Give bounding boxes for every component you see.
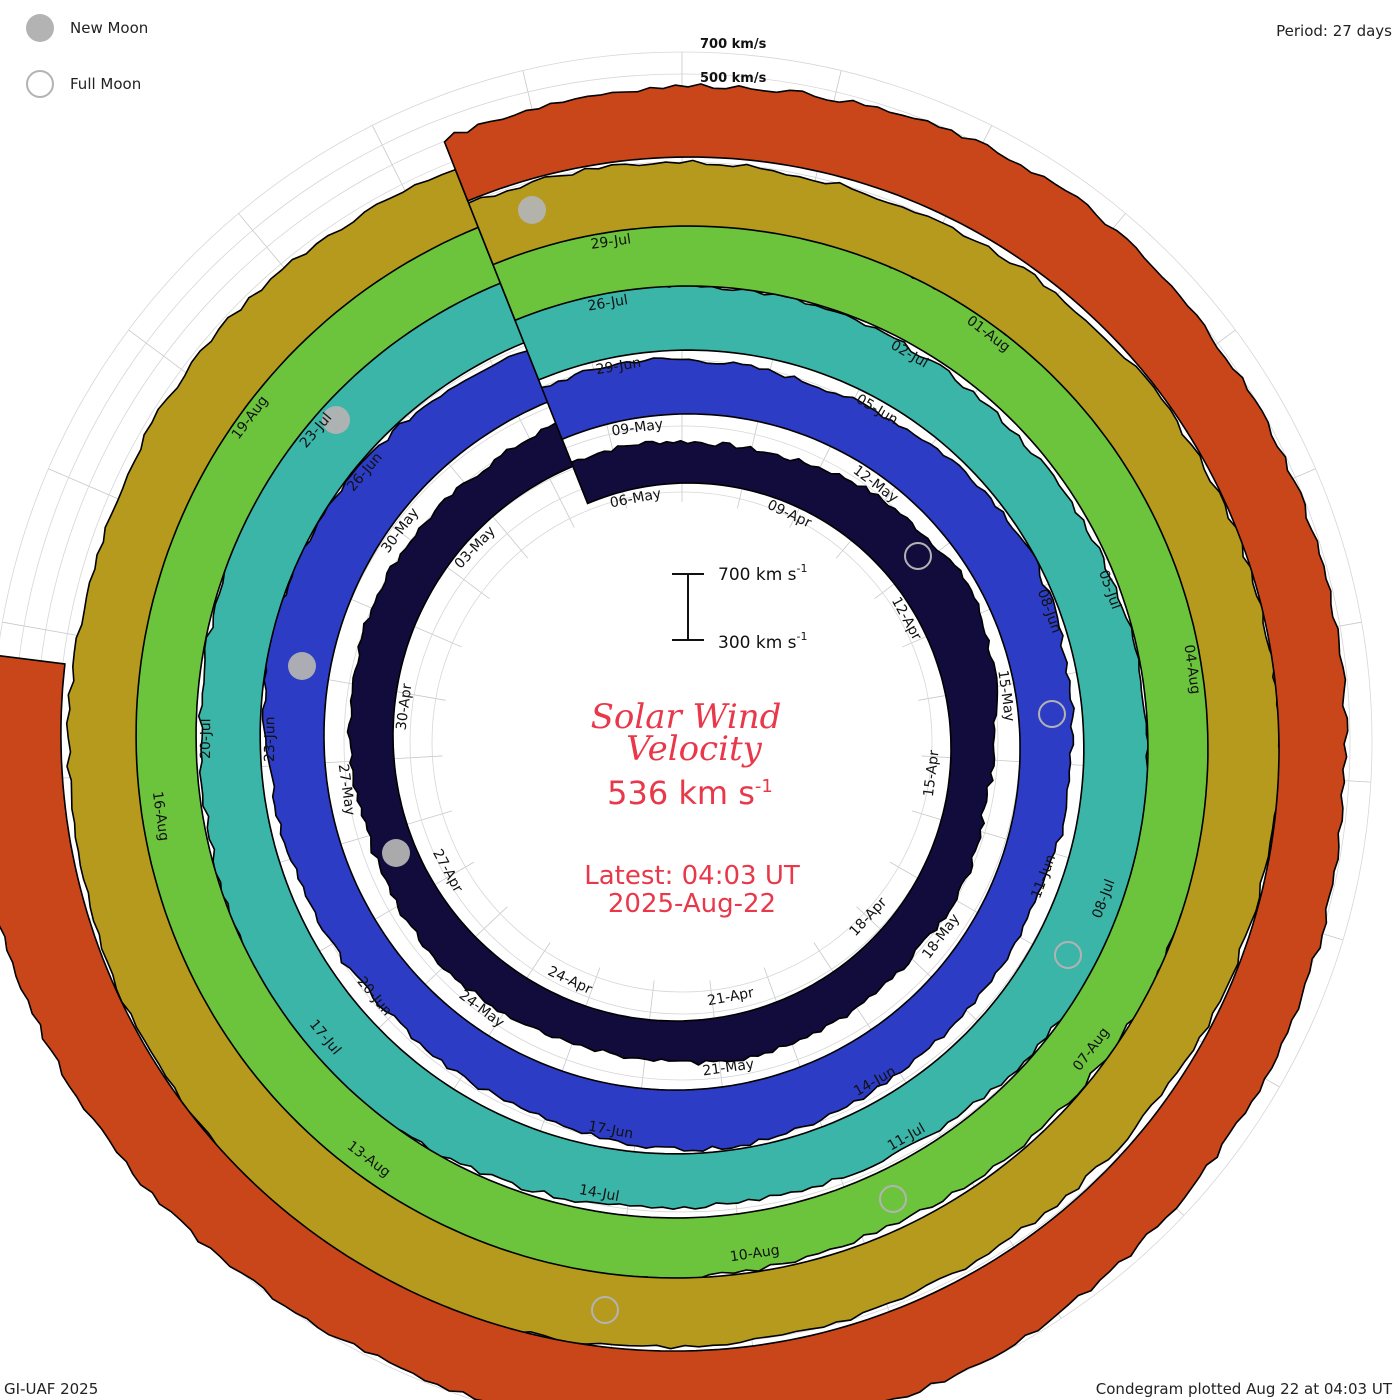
legend-new-moon: New Moon <box>26 14 148 42</box>
scale-bar: 700 km s-1 300 km s-1 <box>672 562 808 653</box>
footer-plot-time: Condegram plotted Aug 22 at 04:03 UT <box>1095 1380 1392 1398</box>
rotation-band-6 <box>0 83 1349 1400</box>
grid-ring <box>431 491 933 993</box>
scale-top-label: 700 km s-1 <box>718 562 808 585</box>
full-moon-icon <box>26 70 54 98</box>
grid-ring <box>0 51 1373 1400</box>
moon-markers <box>288 196 1082 1324</box>
legend-full-moon: Full Moon <box>26 70 141 98</box>
date-label: 20-Jul <box>198 718 214 759</box>
full-moon-label: Full Moon <box>70 75 142 93</box>
footer-credit: GI-UAF 2025 <box>4 1380 99 1398</box>
new-moon-marker <box>518 196 546 224</box>
date-label: 15-Apr <box>921 749 943 798</box>
scale-bottom-label: 300 km s-1 <box>718 630 808 653</box>
latest-time: Latest: 04:03 UT <box>584 861 800 891</box>
chart-title-line1: Solar Wind <box>591 697 782 737</box>
full-moon-marker <box>879 1185 907 1213</box>
full-moon-marker <box>904 542 932 570</box>
new-moon-marker <box>382 839 410 867</box>
full-moon-marker <box>591 1296 619 1324</box>
date-label: 04-Aug <box>1180 644 1203 696</box>
date-label: 10-Aug <box>729 1242 781 1265</box>
current-speed: 536 km s-1 <box>607 774 773 812</box>
latest-date: 2025-Aug-22 <box>608 889 776 919</box>
ref-700-label: 700 km/s <box>700 37 767 52</box>
date-label: 29-Jun <box>595 355 643 378</box>
new-moon-marker <box>322 406 350 434</box>
chart-title-line2: Velocity <box>626 729 762 769</box>
period-label: Period: 27 days <box>1276 22 1392 40</box>
full-moon-marker <box>1038 700 1066 728</box>
date-label: 23-Jun <box>262 716 278 762</box>
ref-500-label: 500 km/s <box>700 71 767 86</box>
date-label: 16-Aug <box>149 790 172 842</box>
velocity-bands <box>0 83 1349 1400</box>
new-moon-label: New Moon <box>70 19 149 37</box>
date-label: 30-Apr <box>394 682 416 731</box>
full-moon-marker <box>1054 941 1082 969</box>
new-moon-marker <box>288 652 316 680</box>
date-label: 14-Jul <box>578 1182 621 1205</box>
date-label: 15-May <box>994 669 1017 723</box>
rotation-band-5 <box>65 159 1283 1350</box>
date-label: 29-Jul <box>590 231 632 253</box>
date-label: 27-May <box>335 763 358 817</box>
date-label: 09-May <box>611 416 665 439</box>
rotation-band-2 <box>261 350 1075 1153</box>
date-label: 21-May <box>702 1056 756 1079</box>
rotation-band-1 <box>346 421 999 1066</box>
new-moon-icon <box>26 14 54 42</box>
date-label: 26-Jul <box>587 292 630 315</box>
